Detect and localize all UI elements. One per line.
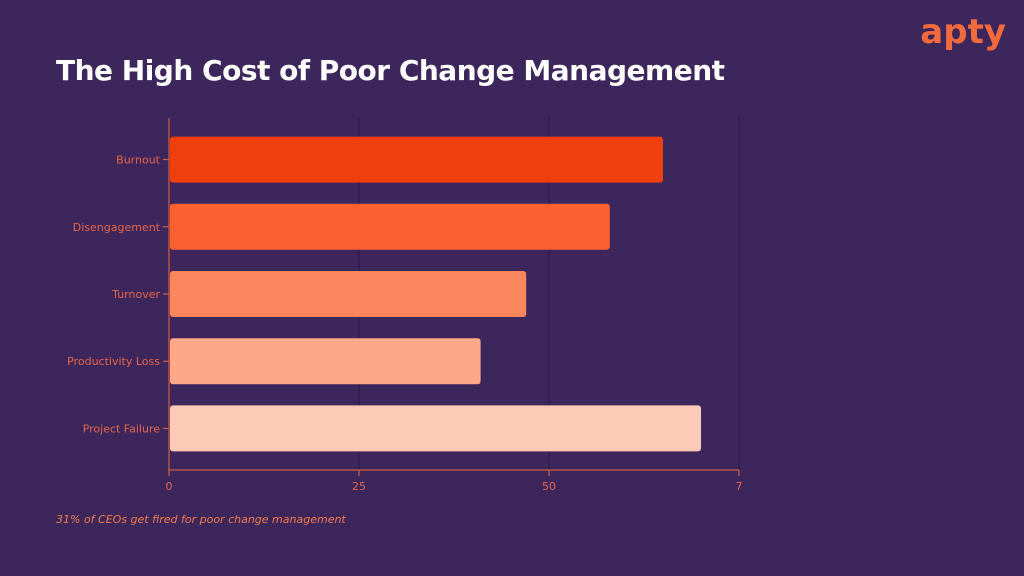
apty-logo: apty — [920, 12, 1006, 52]
x-tick-label: 25 — [352, 480, 366, 493]
category-label: Burnout — [116, 154, 161, 167]
labels: Burnout Disengagement Turnover Productivity… — [67, 154, 742, 493]
x-tick-label: 0 — [166, 480, 173, 493]
bar-turnover — [170, 271, 527, 317]
bar-burnout — [170, 136, 663, 183]
bar-project-failure — [170, 405, 701, 452]
x-tick-label: 7 — [736, 480, 743, 493]
page-title: The High Cost of Poor Change Management — [56, 54, 725, 87]
category-label: Disengagement — [73, 221, 161, 234]
axes — [163, 118, 740, 476]
bars — [170, 136, 701, 452]
bar-productivity-loss — [170, 338, 481, 385]
x-tick-label: 50 — [542, 480, 556, 493]
category-label: Project Failure — [83, 422, 161, 435]
footnote: 31% of CEOs get fired for poor change ma… — [56, 513, 346, 526]
bar-disengagement — [170, 203, 610, 250]
category-label: Productivity Loss — [67, 355, 160, 368]
category-label: Turnover — [111, 288, 160, 301]
